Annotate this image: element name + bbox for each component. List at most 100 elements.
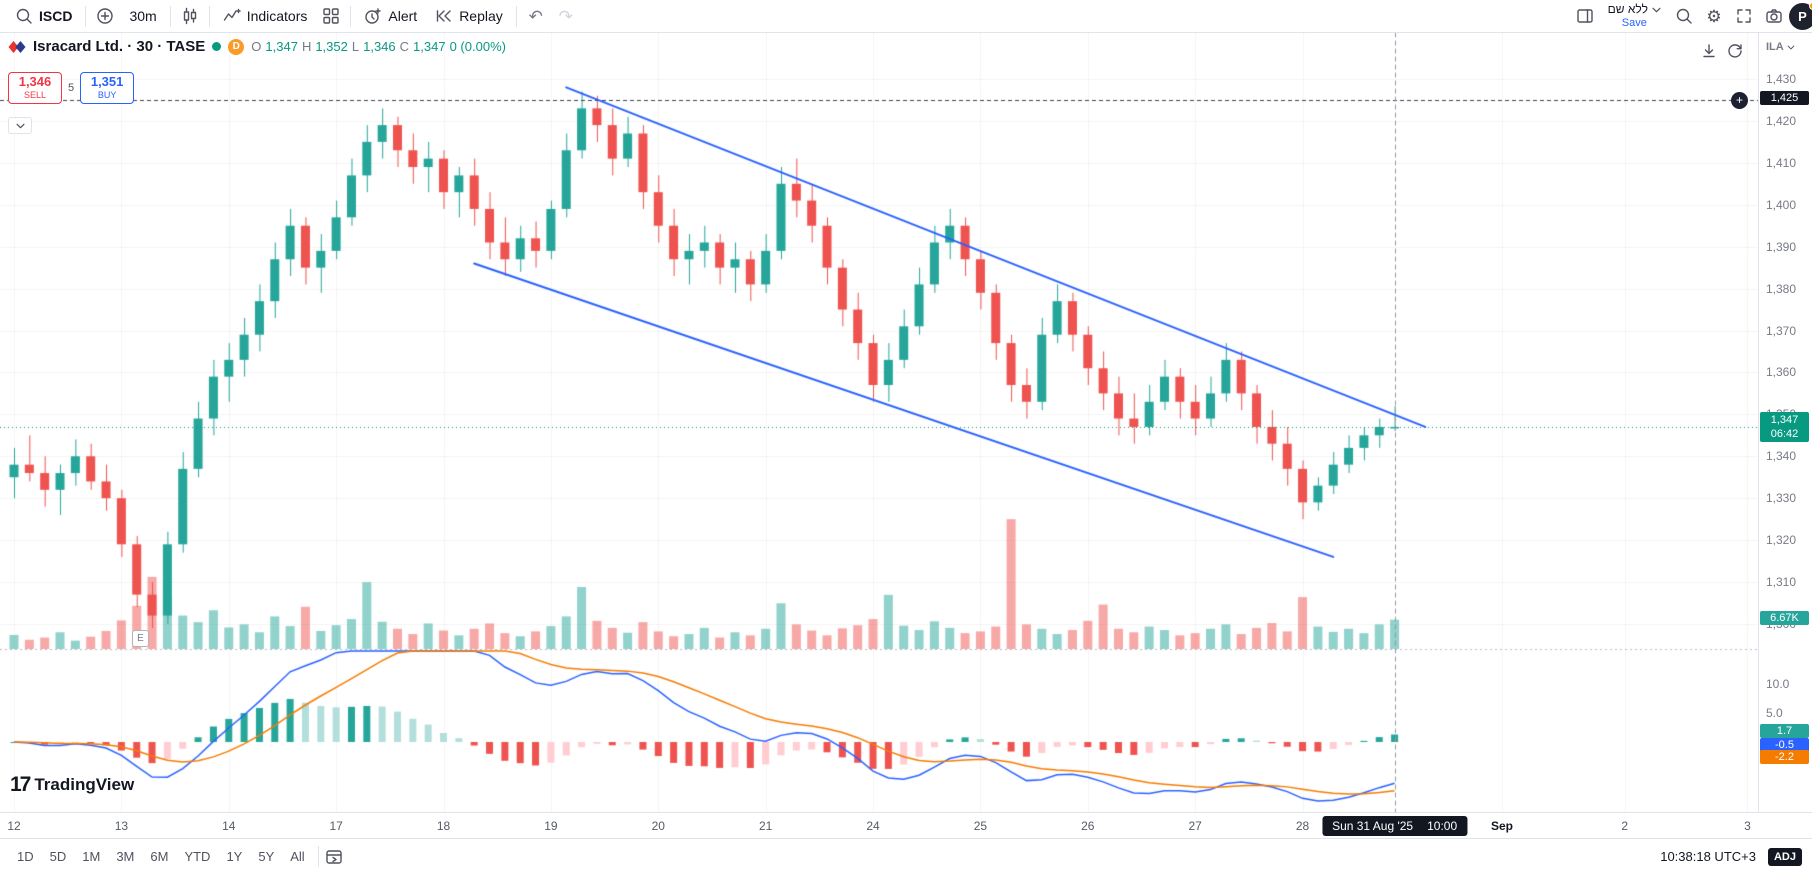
- replay-label: Replay: [459, 8, 503, 24]
- indicators-button[interactable]: Indicators: [214, 3, 317, 30]
- scale-controls: [1700, 42, 1744, 60]
- time-tick: 3: [1744, 819, 1751, 833]
- snapshot-button[interactable]: [1759, 3, 1789, 30]
- collapse-panel-button[interactable]: [8, 117, 32, 134]
- toolbar-separator: [317, 846, 319, 867]
- interval-label: 30m: [129, 8, 157, 24]
- search-icon: [16, 8, 32, 24]
- range-button-ytd[interactable]: YTD: [184, 849, 211, 864]
- macd-tick: 5.0: [1766, 706, 1783, 720]
- range-button-1d[interactable]: 1D: [17, 849, 34, 864]
- close-value: 1,347: [413, 39, 446, 54]
- save-layout-button[interactable]: ללא שם Save: [1600, 2, 1669, 29]
- time-axis[interactable]: Sun 31 Aug '25 10:00 12 13 14 17 18 19 20 21 24 2…: [0, 812, 1812, 838]
- add-alert-icon[interactable]: +: [1731, 91, 1748, 109]
- redo-button[interactable]: ↷: [551, 3, 581, 30]
- time-tick: 18: [436, 819, 451, 833]
- buy-button[interactable]: 1,351 BUY: [80, 72, 135, 105]
- compare-button[interactable]: [90, 3, 120, 30]
- chevron-down-icon: [15, 123, 25, 128]
- range-button-5y[interactable]: 5Y: [258, 849, 275, 864]
- price-tick: 1,340: [1766, 449, 1797, 464]
- chart-canvas[interactable]: [0, 33, 1758, 812]
- currency-selector[interactable]: ILA: [1766, 41, 1795, 53]
- spread-value: 5: [68, 82, 75, 95]
- reset-scale-button[interactable]: [1726, 42, 1744, 60]
- range-button-3m[interactable]: 3M: [116, 849, 135, 864]
- range-button-5d[interactable]: 5D: [49, 849, 67, 864]
- replay-button[interactable]: Replay: [426, 3, 512, 30]
- macd-line-badge: -0.5: [1760, 737, 1809, 752]
- price-tick: 1,310: [1766, 575, 1797, 590]
- market-status-dot: [212, 42, 222, 51]
- price-axis[interactable]: ILA 1,425 1,347 06:42 6.67K 1.7 -0.5 -2.…: [1758, 33, 1812, 812]
- layout-panel-button[interactable]: [1570, 3, 1600, 30]
- range-button-1m[interactable]: 1M: [82, 849, 101, 864]
- gear-icon: ⚙: [1706, 6, 1722, 26]
- price-tick: 1,410: [1766, 155, 1797, 170]
- toolbar-right: ללא שם Save ⚙ P: [1570, 0, 1812, 32]
- chart-area: Isracard Ltd. · 30 · TASE D O 1,347 H 1,35…: [0, 33, 1812, 838]
- redo-icon: ↷: [558, 6, 573, 26]
- interval-button[interactable]: 30m: [120, 3, 165, 30]
- clock[interactable]: 10:38:18 UTC+3: [1660, 849, 1756, 864]
- sell-price: 1,346: [18, 74, 52, 89]
- fullscreen-button[interactable]: [1729, 3, 1759, 30]
- bar-countdown: 06:42: [1770, 427, 1799, 440]
- range-button-1y[interactable]: 1Y: [226, 849, 243, 864]
- indicator-templates-button[interactable]: [316, 3, 346, 30]
- range-button-all[interactable]: All: [290, 849, 305, 864]
- time-tick: 27: [1188, 819, 1202, 833]
- time-tick: 14: [222, 819, 236, 833]
- tradingview-logo[interactable]: 17 TradingView: [10, 773, 134, 797]
- currency-label: ILA: [1766, 41, 1784, 53]
- indicators-icon: [223, 8, 241, 21]
- go-to-date-button[interactable]: [325, 848, 343, 866]
- buy-label: BUY: [97, 89, 117, 100]
- quick-search-button[interactable]: [1669, 3, 1699, 30]
- alert-button[interactable]: Alert: [355, 3, 426, 30]
- grid-templates-icon: [323, 8, 340, 24]
- indicators-label: Indicators: [246, 8, 308, 24]
- range-button-6m[interactable]: 6M: [150, 849, 169, 864]
- layout-name-label: ללא שם: [1607, 2, 1648, 17]
- time-tick: 2: [1621, 819, 1629, 833]
- price-tick: 1,330: [1766, 491, 1797, 506]
- price-tick: 1,380: [1766, 281, 1797, 296]
- open-label: O: [251, 39, 262, 54]
- settings-button[interactable]: ⚙: [1699, 3, 1729, 30]
- fullscreen-icon: [1737, 9, 1751, 23]
- undo-button[interactable]: ↶: [521, 3, 551, 30]
- time-tick: 21: [758, 819, 773, 833]
- alert-price-badge[interactable]: 1,425: [1760, 90, 1809, 105]
- buy-price: 1,351: [90, 74, 124, 89]
- symbol-title[interactable]: Isracard Ltd. · 30 · TASE: [33, 38, 206, 55]
- last-price-value: 1,347: [1770, 413, 1799, 426]
- chart-type-button[interactable]: [175, 3, 205, 30]
- crosshair-date: Sun 31 Aug '25: [1332, 819, 1414, 833]
- price-tick: 1,420: [1766, 113, 1797, 128]
- bottom-right: 10:38:18 UTC+3 ADJ: [1660, 847, 1802, 866]
- chevron-down-icon: [1787, 45, 1795, 49]
- crosshair-time: 10:00: [1427, 819, 1458, 833]
- notification-dot: [1809, 1, 1812, 10]
- high-label: H: [301, 39, 312, 54]
- top-toolbar: ISCD 30m Indicators: [0, 0, 1812, 33]
- delayed-data-badge[interactable]: D: [228, 38, 245, 55]
- camera-icon: [1766, 9, 1782, 23]
- volume-badge: 6.67K: [1760, 610, 1809, 625]
- symbol-search-label: ISCD: [39, 8, 73, 24]
- order-panel: 1,346 SELL 5 1,351 BUY: [8, 72, 135, 105]
- adj-toggle[interactable]: ADJ: [1767, 847, 1802, 866]
- scroll-to-recent-button[interactable]: [1700, 42, 1718, 60]
- high-value: 1,352: [315, 39, 348, 54]
- undo-icon: ↶: [528, 6, 543, 26]
- toolbar-separator: [350, 5, 352, 27]
- macd-tick: 10.0: [1766, 677, 1790, 691]
- last-price-badge: 1,347 06:42: [1760, 411, 1809, 442]
- user-avatar[interactable]: P: [1789, 1, 1812, 30]
- symbol-info-bar: Isracard Ltd. · 30 · TASE D O 1,347 H 1,35…: [8, 38, 506, 55]
- sell-button[interactable]: 1,346 SELL: [8, 72, 62, 105]
- symbol-search-button[interactable]: ISCD: [6, 3, 81, 30]
- earnings-marker[interactable]: E: [132, 630, 149, 647]
